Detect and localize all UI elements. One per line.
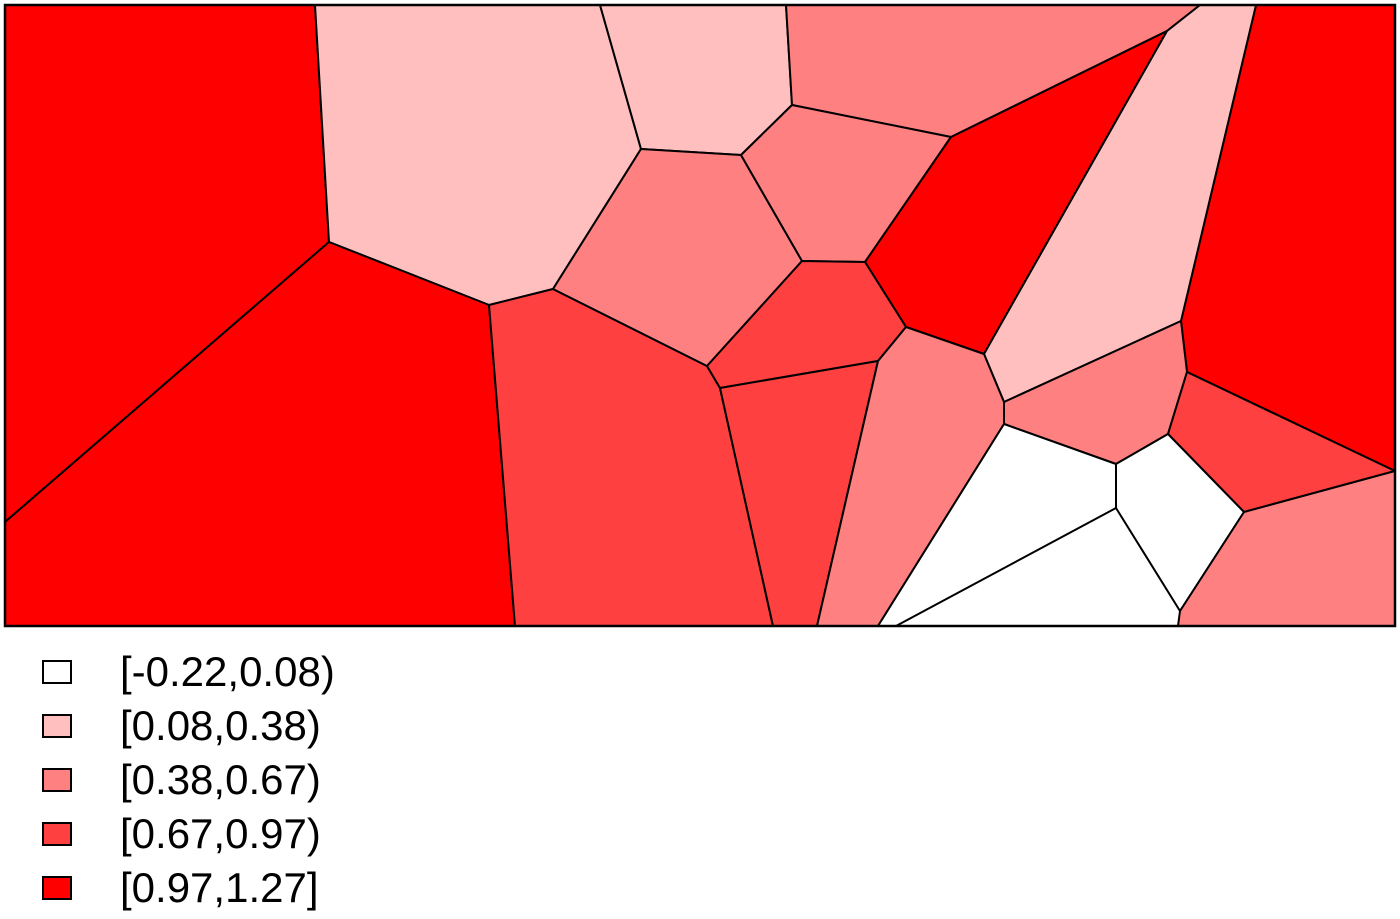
voronoi-map <box>3 3 1397 628</box>
legend-label-class-1: [-0.22,0.08) <box>120 648 335 695</box>
legend: [-0.22,0.08) [0.08,0.38) [0.38,0.67) [0.… <box>42 645 335 915</box>
legend-item-class-4: [0.67,0.97) <box>42 807 335 861</box>
legend-label-class-2: [0.08,0.38) <box>120 702 321 749</box>
legend-item-class-2: [0.08,0.38) <box>42 699 335 753</box>
legend-item-class-1: [-0.22,0.08) <box>42 645 335 699</box>
legend-swatch-class-3 <box>42 768 72 792</box>
legend-item-class-3: [0.38,0.67) <box>42 753 335 807</box>
map-frame <box>3 3 1397 628</box>
legend-swatch-class-4 <box>42 822 72 846</box>
legend-label-class-5: [0.97,1.27] <box>120 864 319 911</box>
legend-label-class-3: [0.38,0.67) <box>120 756 321 803</box>
legend-swatch-class-2 <box>42 714 72 738</box>
map-cell-17 <box>877 423 1117 627</box>
legend-label-class-4: [0.67,0.97) <box>120 810 321 857</box>
legend-item-class-5: [0.97,1.27] <box>42 861 335 915</box>
legend-swatch-class-1 <box>42 660 72 684</box>
legend-swatch-class-5 <box>42 876 72 900</box>
